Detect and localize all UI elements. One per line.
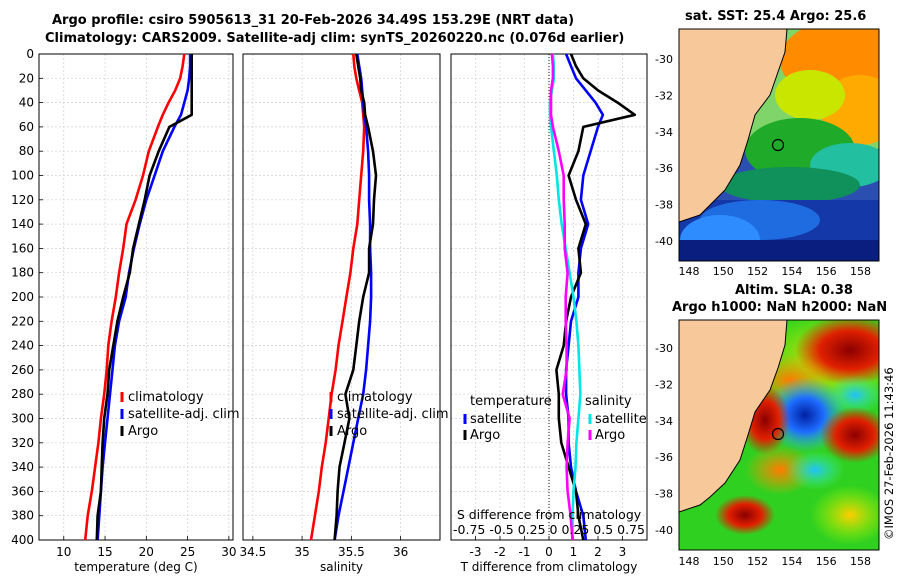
map-lat-label: -32 [655,378,673,391]
legend-label: climatology [128,390,204,405]
legend-label: satellite [470,412,522,427]
y-tick-label: 60 [19,120,34,134]
map-lon-label: 152 [747,265,768,278]
x-tick-label: 15 [97,545,112,559]
series-line-argo [333,53,378,541]
legend-label: Argo [470,428,500,443]
x-tick-label: 35 [294,545,309,559]
x-axis-label: salinity [320,560,363,574]
y-tick-label: 0 [26,47,34,61]
y-tick-label: 80 [19,144,34,158]
y-tick-label: 220 [11,314,34,328]
map-lon-label: 150 [713,265,734,278]
x-tick-label: 3 [619,545,627,559]
y-tick-label: 160 [11,241,34,255]
x-tick-label: -3 [470,545,482,559]
series-line-t-argo [555,53,637,541]
series-line-argo [95,54,193,541]
sla-map-title-1: Altim. SLA: 0.38 [735,283,853,298]
map-lat-label: -38 [655,488,673,501]
map-lat-label: -30 [655,342,673,355]
title-line-2: Climatology: CARS2009. Satellite-adj cli… [45,31,625,46]
y-tick-label: 320 [11,436,34,450]
map-lat-label: -34 [655,415,673,428]
y-tick-label: 180 [11,266,34,280]
x-tick-label: 0 [545,545,553,559]
x-tick-label: 20 [139,545,154,559]
x2-axis-label: S difference from climatology [457,507,642,522]
map-lat-label: -38 [655,199,673,212]
map-lat-label: -36 [655,162,673,175]
map-lon-label: 158 [850,555,871,568]
map-lon-label: 158 [850,265,871,278]
x-tick-label: 1 [570,545,578,559]
y-tick-label: 360 [11,484,34,498]
map-lat-label: -40 [655,524,673,537]
x-tick-label: 2 [594,545,602,559]
legend-title: temperature [470,394,552,409]
y-tick-label: 380 [11,509,34,523]
axes-frame-1 [242,53,441,541]
map-lat-label: -34 [655,126,673,139]
y-tick-label: 240 [11,339,34,353]
x-tick-label: 30 [221,545,236,559]
map-lat-label: -30 [655,53,673,66]
y-tick-label: 120 [11,193,34,207]
y-tick-label: 400 [11,533,34,547]
y-tick-label: 280 [11,387,34,401]
title-line-1: Argo profile: csiro 5905613_31 20-Feb-20… [52,13,575,28]
legend-label: Argo [128,424,158,439]
sla-map-title-2: Argo h1000: NaN h2000: NaN [672,300,888,315]
x-tick-label: -1 [519,545,531,559]
legend-label: climatology [337,390,413,405]
map-lon-label: 148 [679,265,700,278]
x-tick-label: 35.5 [338,545,365,559]
sst-map-title: sat. SST: 25.4 Argo: 25.6 [685,9,867,24]
x-tick-label: 34.5 [239,545,266,559]
x-tick-label: 36 [393,545,408,559]
map-lon-label: 152 [747,555,768,568]
y-tick-label: 260 [11,363,34,377]
map-lon-label: 150 [713,555,734,568]
legend-label: Argo [595,428,625,443]
map-lat-label: -40 [655,235,673,248]
map-lon-label: 154 [781,555,802,568]
y-tick-label: 300 [11,412,34,426]
y-tick-label: 340 [11,460,34,474]
x-tick-label: 25 [180,545,195,559]
map-lat-label: -32 [655,89,673,102]
legend-label: satellite [595,412,647,427]
x-axis-label: T difference from climatology [460,560,638,574]
legend-label: satellite-adj. clim [337,407,449,422]
y-tick-label: 40 [19,96,34,110]
x2-tick-labels: -0.75 -0.5 0.25 0 0.25 0.5 0.75 [453,522,645,537]
series-line-s-argo [549,53,574,541]
x-tick-label: 10 [56,545,71,559]
map-lon-label: 156 [816,265,837,278]
series-line-climatology [309,53,366,541]
y-tick-label: 100 [11,169,34,183]
map-lon-label: 154 [781,265,802,278]
y-tick-label: 200 [11,290,34,304]
x-tick-label: -2 [494,545,506,559]
series-line-climatology [83,53,186,541]
y-tick-label: 140 [11,217,34,231]
legend-label: Argo [337,424,367,439]
map-lon-label: 148 [679,555,700,568]
x-axis-label: temperature (deg C) [74,560,197,574]
legend-title: salinity [585,394,632,409]
map-lat-label: -36 [655,451,673,464]
legend-label: satellite-adj. clim [128,407,240,422]
y-tick-label: 20 [19,71,34,85]
map-lon-label: 156 [816,555,837,568]
